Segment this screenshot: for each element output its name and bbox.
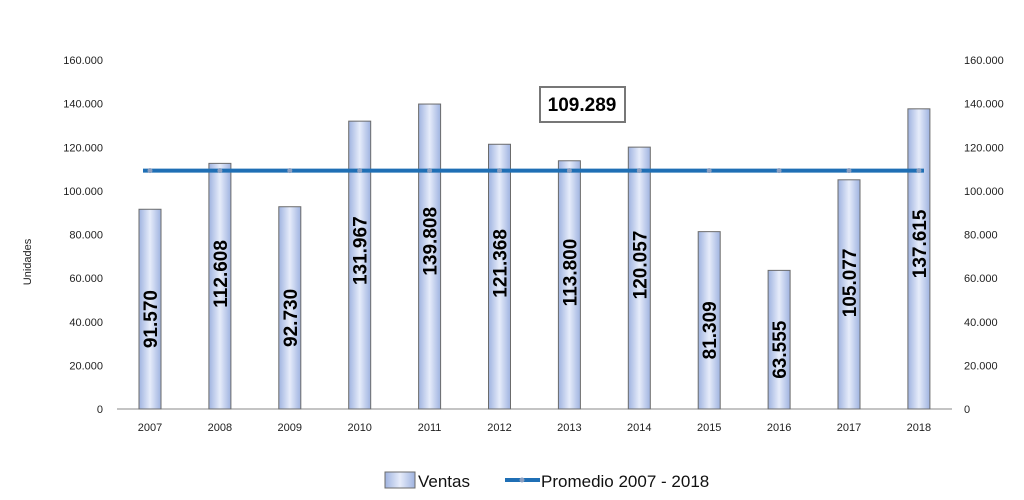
- y-tick-label-left: 140.000: [63, 99, 103, 111]
- bar-value-label: 112.608: [211, 240, 232, 308]
- y-tick-label-left: 160.000: [63, 55, 103, 67]
- y-tick-label-left: 60.000: [69, 273, 103, 285]
- y-tick-label-right: 160.000: [964, 55, 1004, 67]
- bar-value-label: 120.057: [630, 231, 651, 300]
- bar-2007: [138, 208, 162, 410]
- bar-value-label: 105.077: [840, 249, 861, 318]
- x-tick-label: 2018: [907, 422, 931, 434]
- x-tick-label: 2012: [487, 422, 511, 434]
- average-marker: [287, 168, 293, 174]
- average-marker: [566, 168, 572, 174]
- x-tick-label: 2014: [627, 422, 651, 434]
- bar-2016: [767, 269, 791, 410]
- y-tick-label-right: 40.000: [964, 317, 998, 329]
- bar-2014: [627, 146, 651, 410]
- bar-2010: [348, 120, 372, 410]
- y-tick-label-left: 0: [97, 404, 103, 416]
- average-marker: [776, 168, 782, 174]
- average-marker: [706, 168, 712, 174]
- y-tick-label-right: 60.000: [964, 273, 998, 285]
- bar-value-label: 113.800: [560, 239, 581, 307]
- y-tick-label-left: 20.000: [69, 360, 103, 372]
- x-tick-label: 2017: [837, 422, 861, 434]
- bar-value-label: 81.309: [700, 301, 721, 359]
- y-tick-label-left: 100.000: [63, 186, 103, 198]
- y-tick-label-right: 20.000: [964, 360, 998, 372]
- legend-swatch-ventas: [384, 471, 416, 489]
- y-tick-label-left: 120.000: [63, 142, 103, 154]
- bar-value-label: 137.615: [910, 209, 931, 278]
- bar-2015: [697, 231, 721, 410]
- average-marker: [636, 168, 642, 174]
- axes: 0 0 20.000 20.000 40.000 40.000 60.000 60.000 80…: [22, 55, 1004, 434]
- average-value-label: 109.289: [548, 95, 617, 116]
- average-line-group: [143, 168, 924, 174]
- average-marker: [846, 168, 852, 174]
- x-tick-label: 2015: [697, 422, 721, 434]
- bar-value-label: 139.808: [421, 207, 442, 276]
- y-tick-label-right: 120.000: [964, 142, 1004, 154]
- bar-value-label: 92.730: [281, 289, 302, 347]
- x-tick-label: 2009: [278, 422, 302, 434]
- bar-value-label: 121.368: [491, 229, 512, 298]
- average-marker: [147, 168, 153, 174]
- bar-labels: 91.570 112.608 92.730 131.967 139.808 121.368…: [141, 86, 931, 379]
- bar-2008: [208, 162, 232, 410]
- x-tick-label: 2007: [138, 422, 162, 434]
- bar-2013: [557, 160, 581, 410]
- bar-2011: [418, 103, 442, 410]
- bar-2018: [907, 108, 931, 410]
- x-tick-label: 2013: [557, 422, 581, 434]
- legend-label-ventas: Ventas: [418, 472, 470, 491]
- y-axis-title: Unidades: [22, 238, 34, 285]
- bars: [138, 103, 931, 410]
- bar-2012: [488, 143, 511, 410]
- x-tick-label: 2010: [347, 422, 371, 434]
- bar-value-label: 91.570: [141, 290, 162, 348]
- y-tick-label-right: 100.000: [964, 186, 1004, 198]
- bar-value-label: 63.555: [770, 320, 791, 379]
- average-marker: [217, 168, 223, 174]
- bar-2009: [278, 206, 302, 410]
- bar-2017: [837, 179, 861, 410]
- y-tick-label-left: 80.000: [69, 230, 103, 242]
- x-tick-label: 2011: [418, 422, 442, 434]
- average-marker: [497, 168, 502, 174]
- average-marker: [427, 168, 433, 174]
- average-marker: [916, 168, 922, 174]
- x-tick-label: 2008: [208, 422, 232, 434]
- average-value-box: [539, 86, 626, 123]
- y-tick-label-right: 0: [964, 404, 970, 416]
- y-tick-label-right: 80.000: [964, 230, 998, 242]
- legend-label-promedio: Promedio 2007 - 2018: [541, 472, 709, 491]
- x-tick-label: 2016: [767, 422, 791, 434]
- bar-value-label: 131.967: [351, 216, 372, 285]
- legend-marker-promedio: [519, 477, 525, 483]
- legend: Ventas Promedio 2007 - 2018: [384, 471, 709, 491]
- average-marker: [357, 168, 363, 174]
- y-tick-label-right: 140.000: [964, 99, 1004, 111]
- y-tick-label-left: 40.000: [69, 317, 103, 329]
